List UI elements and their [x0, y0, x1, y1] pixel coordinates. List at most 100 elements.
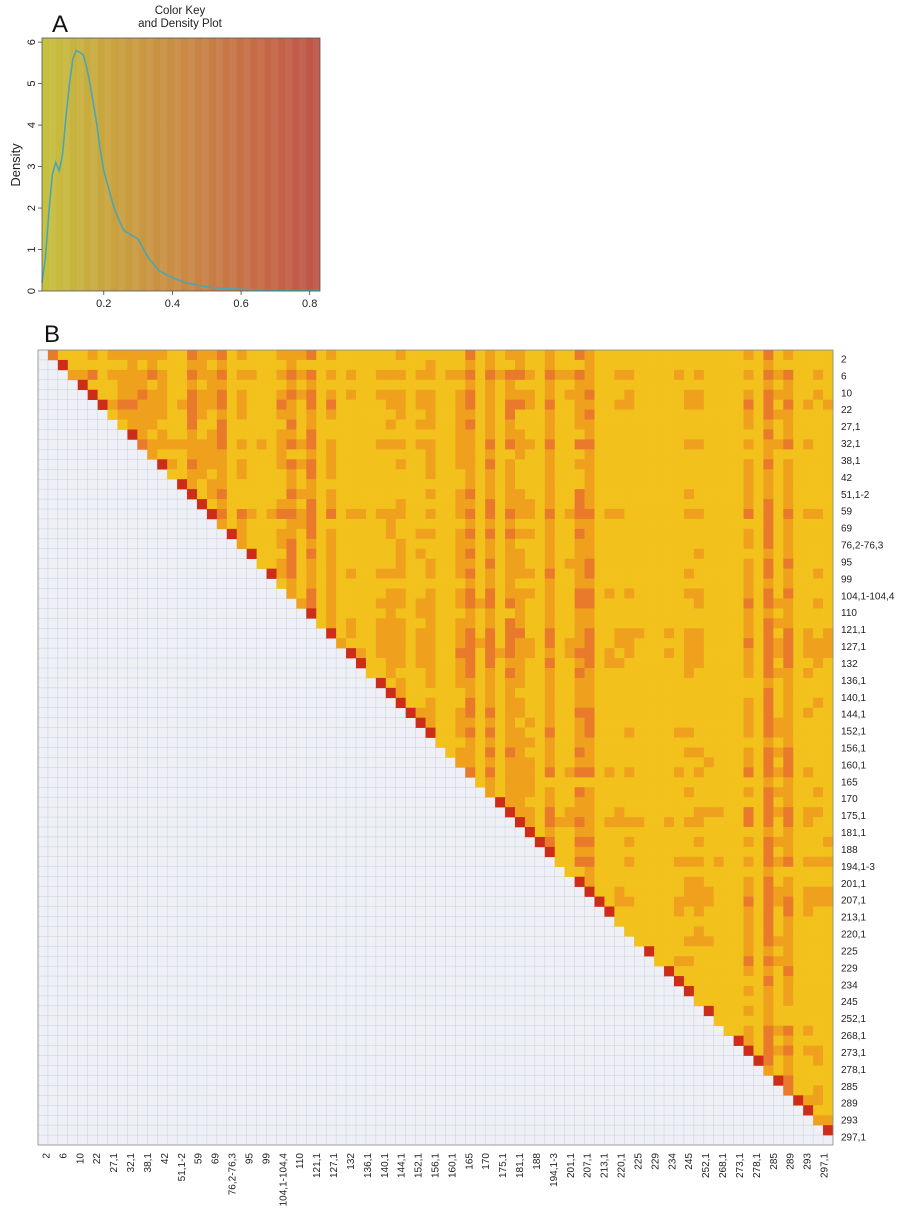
heatmap-cell	[713, 747, 724, 758]
heatmap-cell	[683, 757, 695, 768]
heatmap-cell	[703, 827, 715, 838]
heatmap-cell	[644, 499, 655, 510]
heatmap-cell	[634, 489, 645, 500]
heatmap-cell	[515, 797, 526, 808]
heatmap-cell	[624, 598, 635, 609]
heatmap-cell	[644, 737, 655, 748]
heatmap-cell	[316, 528, 327, 540]
column-label: 160,1	[447, 1153, 458, 1178]
heatmap-cell	[495, 767, 506, 778]
heatmap-cell	[763, 668, 774, 679]
heatmap-cell	[455, 399, 466, 410]
heatmap-cell	[415, 409, 426, 420]
heatmap-cell	[733, 1035, 744, 1046]
heatmap-cell	[793, 618, 804, 629]
heatmap-cell	[584, 598, 595, 609]
heatmap-cell	[515, 578, 526, 589]
heatmap-cell	[733, 707, 744, 718]
heatmap-cell	[713, 916, 724, 927]
heatmap-cell	[405, 369, 416, 381]
heatmap-cell	[674, 419, 685, 430]
heatmap-cell	[743, 777, 754, 788]
heatmap-cell	[793, 568, 804, 579]
row-label: 289	[841, 1099, 858, 1110]
heatmap-cell	[346, 419, 357, 430]
heatmap-cell	[634, 528, 645, 540]
heatmap-cell	[753, 687, 764, 699]
heatmap-cell	[554, 399, 565, 410]
heatmap-cell	[743, 518, 754, 530]
heatmap-cell	[823, 846, 834, 858]
heatmap-cell	[594, 846, 605, 858]
row-label: 121,1	[841, 625, 866, 636]
heatmap-cell	[256, 479, 267, 490]
heatmap-cell	[505, 687, 516, 699]
heatmap-cell	[773, 419, 784, 430]
heatmap-cell	[465, 379, 476, 391]
heatmap-cell	[395, 538, 406, 550]
heatmap-cell	[475, 697, 486, 709]
heatmap-cell	[813, 747, 824, 758]
heatmap-cell	[197, 499, 208, 510]
heatmap-cell	[703, 548, 715, 559]
heatmap-cell	[803, 439, 814, 450]
heatmap-cell	[803, 598, 814, 609]
heatmap-cell	[773, 568, 784, 579]
heatmap-cell	[614, 350, 625, 361]
heatmap-cell	[594, 648, 605, 659]
heatmap-cell	[415, 628, 426, 639]
heatmap-cell	[534, 836, 546, 848]
heatmap-cell	[813, 916, 824, 927]
heatmap-cell	[574, 429, 585, 440]
heatmap-cell	[763, 648, 774, 659]
heatmap-cell	[664, 956, 675, 967]
heatmap-cell	[505, 677, 516, 689]
heatmap-cell	[465, 628, 476, 639]
heatmap-cell	[395, 469, 406, 480]
heatmap-cell	[316, 608, 327, 619]
heatmap-cell	[515, 429, 526, 440]
heatmap-cell	[326, 628, 337, 639]
heatmap-cell	[674, 648, 685, 659]
heatmap-cell	[385, 419, 397, 430]
heatmap-cell	[375, 598, 387, 609]
heatmap-cell	[375, 648, 387, 659]
heatmap-cell	[524, 807, 536, 818]
heatmap-cell	[544, 578, 556, 589]
heatmap-cell	[435, 350, 446, 361]
heatmap-cell	[664, 856, 675, 868]
heatmap-cell	[703, 528, 715, 540]
heatmap-cell	[773, 906, 784, 917]
heatmap-cell	[455, 429, 466, 440]
heatmap-cell	[455, 469, 466, 480]
heatmap-cell	[634, 459, 645, 470]
heatmap-cell	[375, 399, 387, 410]
heatmap-cell	[346, 379, 357, 391]
heatmap-cell	[733, 896, 744, 907]
heatmap-cell	[465, 618, 476, 629]
heatmap-cell	[594, 747, 605, 758]
heatmap-cell	[693, 687, 705, 699]
heatmap-cell	[683, 817, 695, 828]
heatmap-cell	[604, 638, 615, 649]
heatmap-cell	[634, 797, 645, 808]
heatmap-cell	[753, 528, 764, 540]
heatmap-cell	[584, 846, 595, 858]
heatmap-cell	[743, 906, 754, 917]
row-label: 175,1	[841, 811, 866, 822]
heatmap-cell	[783, 995, 794, 1007]
heatmap-cell	[634, 737, 645, 748]
heatmap-cell	[385, 658, 397, 669]
heatmap-cell	[644, 856, 655, 868]
heatmap-cell	[286, 439, 297, 450]
heatmap-cell	[674, 777, 685, 788]
heatmap-cell	[495, 350, 506, 361]
heatmap-cell	[723, 817, 734, 828]
heatmap-cell	[594, 697, 605, 709]
heatmap-cell	[813, 1005, 824, 1017]
heatmap-cell	[614, 568, 625, 579]
heatmap-cell	[733, 777, 744, 788]
heatmap-cell	[753, 548, 764, 559]
heatmap-cell	[286, 350, 297, 361]
heatmap-cell	[187, 429, 198, 440]
